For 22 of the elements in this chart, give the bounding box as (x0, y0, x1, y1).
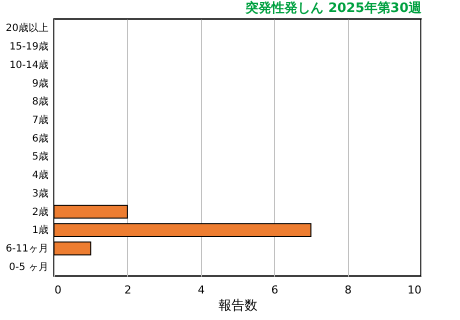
y-tick-label: 4歳 (32, 169, 48, 182)
y-tick-label: 10-14歳 (9, 58, 48, 71)
y-tick-label: 6-11ヶ月 (6, 243, 48, 254)
x-tick-label: 0 (54, 284, 62, 296)
y-tick-label: 6歳 (32, 132, 48, 144)
y-tick-label: 0-5 ヶ月 (8, 262, 48, 273)
y-tick-label: 3歳 (32, 187, 48, 200)
y-tick-label: 1歳 (32, 224, 48, 236)
x-tick-label: 4 (198, 284, 205, 296)
y-tick-label: 7歳 (32, 114, 48, 126)
x-tick-label: 8 (344, 284, 352, 296)
x-tick-label: 10 (408, 284, 422, 296)
x-tick-label: 6 (271, 284, 278, 296)
y-tick-label: 2歳 (32, 206, 48, 218)
y-tick-label: 5歳 (32, 150, 48, 163)
chart-title: 突発性発しん 2025年第30週 (244, 0, 422, 16)
y-tick-label: 9歳 (32, 77, 48, 90)
y-tick-label: 20歳以上 (6, 22, 48, 34)
y-tick-label: 15-19歳 (9, 40, 48, 53)
x-tick-label: 2 (124, 284, 132, 296)
y-tick-label: 8歳 (32, 96, 48, 108)
x-axis-title: 報告数 (218, 298, 258, 314)
